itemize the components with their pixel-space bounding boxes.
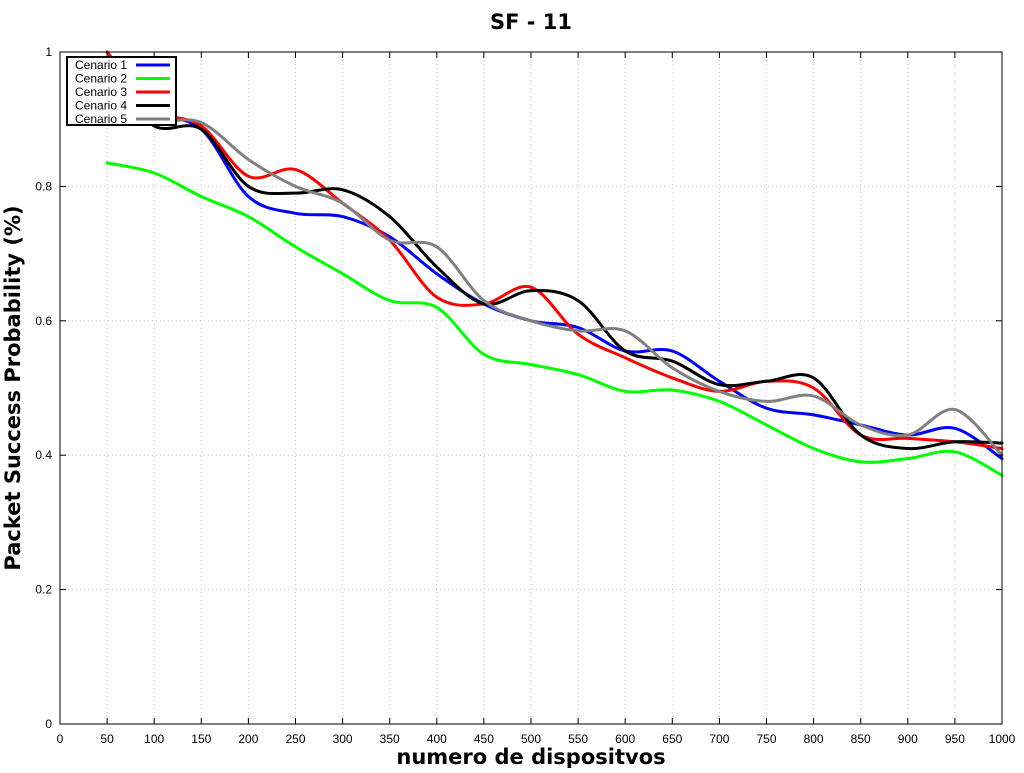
x-tick-label: 450 [474,732,494,746]
x-tick-label: 800 [804,732,824,746]
legend-label: Cenario 1 [75,58,127,72]
x-tick-label: 350 [380,732,400,746]
grid-lines [60,52,1002,724]
y-tick-label: 0.2 [35,583,52,597]
series-lines [105,50,1004,477]
legend-label: Cenario 3 [75,85,127,99]
legend-label: Cenario 2 [75,72,127,86]
series-line-2 [105,161,1004,477]
legend-label: Cenario 5 [75,112,127,126]
x-tick-label: 50 [100,732,114,746]
axis-ticks: 0 50 100 150 200 250 300 350 400 450 500 550 600 650 7… [35,45,1015,746]
series-line-1 [105,104,1004,461]
x-tick-label: 500 [521,732,541,746]
x-tick-label: 550 [568,732,588,746]
x-tick-label: 300 [333,732,353,746]
x-tick-label: 850 [851,732,871,746]
x-tick-label: 950 [945,732,965,746]
x-tick-label: 1000 [989,732,1016,746]
x-tick-label: 0 [57,732,64,746]
legend-label: Cenario 4 [75,99,127,113]
series-line-3 [105,50,1004,450]
series-line-5 [105,90,1004,457]
x-tick-label: 700 [709,732,729,746]
x-tick-label: 400 [427,732,447,746]
x-tick-label: 100 [144,732,164,746]
y-tick-label: 0.6 [35,314,52,328]
x-tick-label: 250 [285,732,305,746]
series-line-4 [105,77,1004,451]
x-tick-label: 200 [238,732,258,746]
y-tick-label: 1 [45,45,52,59]
chart-title: SF - 11 [490,10,572,34]
x-tick-label: 750 [756,732,776,746]
x-tick-label: 650 [662,732,682,746]
y-tick-label: 0.8 [35,179,52,193]
x-axis-label: numero de dispositvos [396,745,665,768]
x-tick-label: 150 [191,732,211,746]
x-tick-label: 600 [615,732,635,746]
x-tick-label: 900 [898,732,918,746]
y-axis-label: Packet Success Probability (%) [1,205,25,570]
y-tick-label: 0 [45,717,52,731]
y-tick-label: 0.4 [35,448,52,462]
